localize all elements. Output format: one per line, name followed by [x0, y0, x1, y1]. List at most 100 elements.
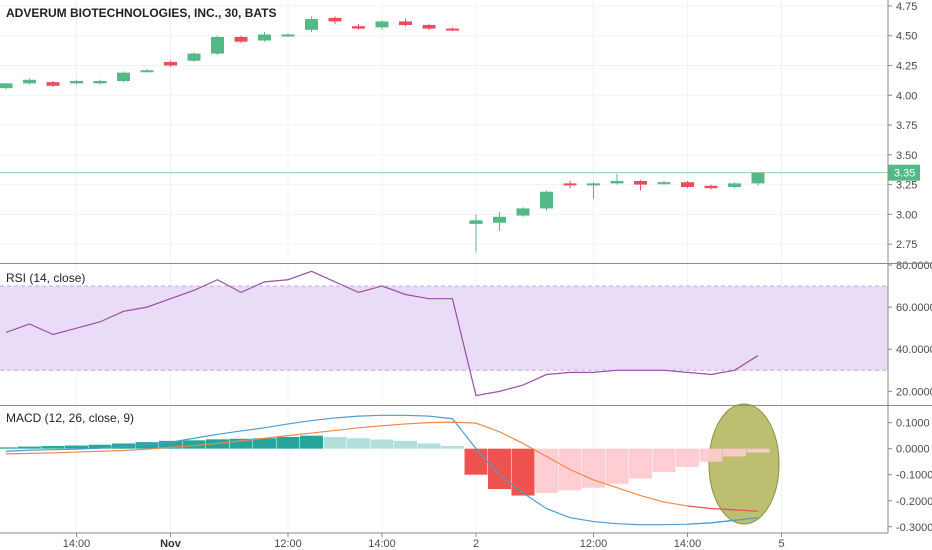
candle-body — [399, 21, 412, 26]
macd-histogram-bar — [135, 442, 159, 449]
macd-histogram-bar — [276, 436, 300, 449]
candle-body — [117, 72, 130, 81]
candle-body — [493, 216, 506, 223]
time-tick-label: 2 — [473, 538, 479, 550]
macd-histogram-bar — [88, 444, 112, 449]
price-tick-label: 2.75 — [896, 239, 917, 251]
macd-histogram-bar — [159, 440, 182, 449]
macd-signal-line-tail — [687, 505, 759, 512]
macd-histogram-bar — [511, 448, 535, 496]
price-tick-label: 3.50 — [896, 150, 917, 162]
macd-histogram-bar — [300, 435, 323, 449]
macd-axis: -0.3000 -0.2000 -0.1000 0.0000 0.1000 — [888, 418, 932, 534]
macd-histogram-bar — [0, 447, 18, 449]
candle-body — [751, 172, 765, 184]
price-tick-label: 3.00 — [896, 209, 917, 221]
macd-histogram-bar — [370, 439, 394, 449]
candle-body — [234, 36, 248, 42]
macd-histogram-bar — [629, 448, 652, 479]
macd-histogram-bar — [65, 445, 88, 449]
macd-signal-line — [5, 421, 759, 512]
candle-body — [70, 80, 83, 84]
highlight-ellipse — [708, 403, 780, 525]
last-price-label: 3.35 — [894, 168, 915, 180]
time-tick-label: 14:00 — [63, 538, 91, 550]
time-tick-label: Nov — [160, 538, 182, 550]
price-pane — [0, 16, 888, 253]
macd-histogram-bar — [18, 446, 41, 449]
candle-body — [211, 36, 224, 54]
macd-histogram-bar — [253, 438, 276, 449]
price-axis: 2.75 3.00 3.25 3.50 3.75 4.00 4.25 4.50 4.75 — [888, 1, 917, 251]
macd-histogram-bar — [182, 440, 206, 449]
candle-body — [540, 191, 553, 209]
price-tick-label: 4.50 — [896, 31, 917, 43]
macd-histogram-bar — [394, 440, 417, 449]
macd-tick-label: 0.1000 — [896, 418, 930, 430]
rsi-line — [5, 270, 759, 397]
candle-body — [258, 34, 271, 41]
macd-histogram-bar — [347, 438, 370, 449]
macd-histogram-bar-highlighted — [723, 448, 746, 457]
grid-lines — [0, 0, 888, 532]
candle-body — [375, 21, 389, 28]
macd-histogram-bar — [535, 448, 558, 493]
candle-body — [140, 70, 154, 73]
macd-histogram-bar — [464, 448, 488, 475]
candle-body — [610, 181, 624, 184]
time-tick-label: 12:00 — [580, 538, 608, 550]
price-tick-label: 3.25 — [896, 180, 917, 192]
macd-histogram-bar — [41, 446, 65, 449]
rsi-title: RSI (14, close) — [6, 271, 85, 285]
time-tick-label: 14:00 — [674, 538, 702, 550]
price-tick-label: 4.00 — [896, 90, 917, 102]
time-tick-label: 5 — [778, 538, 784, 550]
candle-body — [587, 183, 600, 186]
macd-histogram-bar — [605, 448, 629, 484]
price-tick-label: 4.25 — [896, 61, 917, 73]
candle-body — [305, 19, 318, 30]
macd-tick-label: -0.3000 — [896, 522, 932, 534]
rsi-pane — [0, 270, 888, 397]
candle-body — [516, 208, 530, 216]
macd-histogram-bar — [582, 448, 605, 488]
candle-body — [352, 26, 365, 29]
candle-body — [704, 185, 718, 189]
candle-body — [46, 82, 60, 86]
candle-body — [422, 25, 436, 29]
time-axis: 14:00 Nov 12:00 14:00 2 12:00 14:00 5 — [0, 532, 888, 550]
candle-body — [328, 17, 342, 22]
macd-tick-label: -0.1000 — [896, 470, 932, 482]
macd-tick-label: -0.2000 — [896, 496, 932, 508]
macd-line-tail — [687, 517, 759, 525]
candle-body — [23, 79, 36, 84]
time-tick-label: 14:00 — [368, 538, 396, 550]
candle-body — [187, 53, 201, 61]
macd-histogram-bar-highlighted — [746, 448, 770, 453]
macd-histogram-bar — [229, 438, 253, 449]
macd-tick-label: 0.0000 — [896, 444, 930, 456]
rsi-tick-label: 20.0000 — [896, 386, 932, 398]
rsi-tick-label: 40.0000 — [896, 344, 932, 356]
candle-body — [563, 183, 577, 186]
macd-title: MACD (12, 26, close, 9) — [6, 411, 134, 425]
chart-title: ADVERUM BIOTECHNOLOGIES, INC., 30, BATS — [6, 6, 276, 20]
rsi-band — [0, 286, 888, 371]
macd-histogram-bar — [417, 443, 441, 449]
macd-histogram-bar — [441, 446, 464, 449]
macd-pane — [0, 403, 780, 526]
candle-body — [446, 28, 459, 31]
candle-body — [0, 83, 13, 89]
candle-body — [93, 80, 107, 84]
time-tick-label: 12:00 — [274, 538, 302, 550]
macd-line — [5, 414, 759, 526]
macd-histogram-bar — [323, 436, 347, 449]
price-tick-label: 3.75 — [896, 120, 917, 132]
macd-histogram-bar-highlighted — [699, 448, 723, 462]
macd-histogram-bar — [488, 448, 511, 490]
price-tick-label: 4.75 — [896, 1, 917, 13]
candle-body — [634, 181, 647, 185]
last-price-badge — [888, 164, 920, 181]
last-price-marker: 3.35 — [888, 164, 920, 181]
